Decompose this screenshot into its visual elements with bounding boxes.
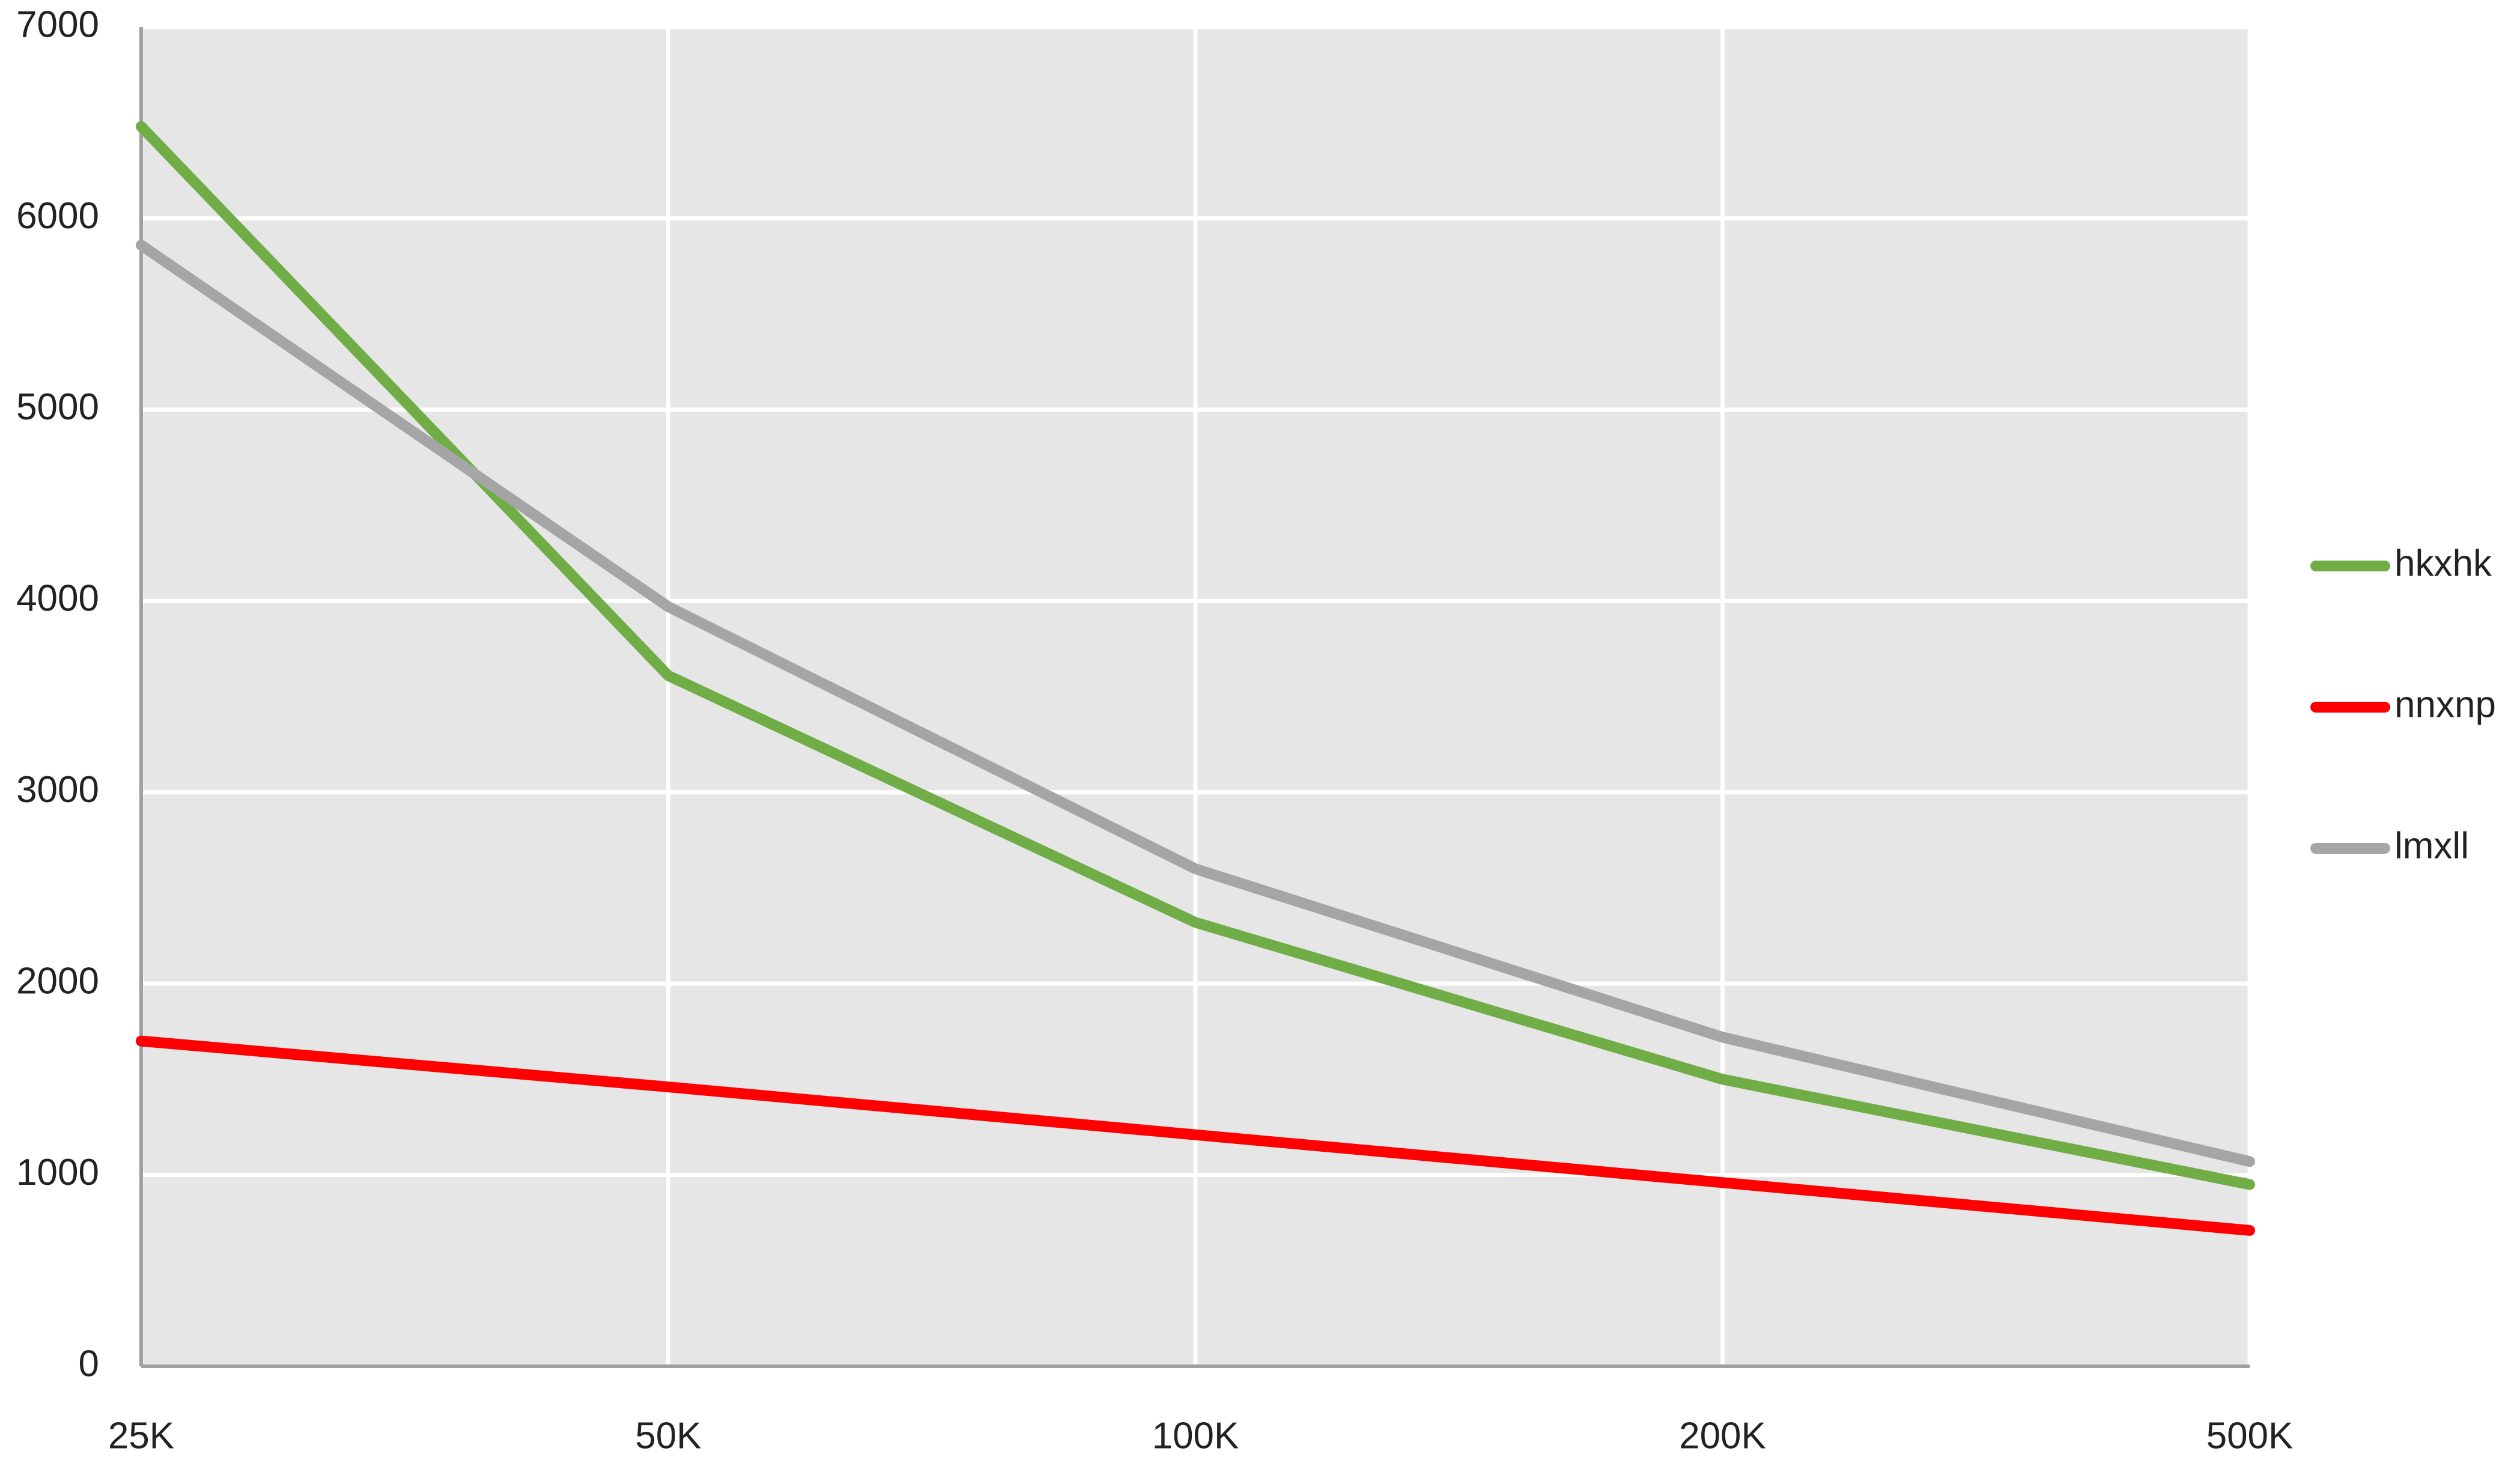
y-tick-label: 4000 [16, 578, 99, 619]
y-tick-label: 1000 [16, 1152, 99, 1193]
y-tick-label: 6000 [16, 195, 99, 237]
x-tick-label: 200K [1679, 1415, 1766, 1456]
y-tick-label: 3000 [16, 769, 99, 811]
legend-label: nnxnp [2394, 684, 2496, 725]
y-tick-label: 2000 [16, 961, 99, 1002]
x-tick-label: 500K [2206, 1415, 2294, 1456]
x-tick-label: 50K [635, 1415, 701, 1456]
y-tick-label: 5000 [16, 386, 99, 428]
legend-label: hkxhk [2394, 543, 2492, 584]
legend-label: lmxll [2394, 825, 2469, 866]
y-tick-label: 0 [79, 1343, 99, 1384]
x-tick-label: 100K [1152, 1415, 1239, 1456]
y-tick-label: 7000 [16, 4, 99, 45]
x-tick-label: 25K [108, 1415, 174, 1456]
series-line [136, 1035, 2255, 1236]
series-line [136, 240, 2255, 1167]
